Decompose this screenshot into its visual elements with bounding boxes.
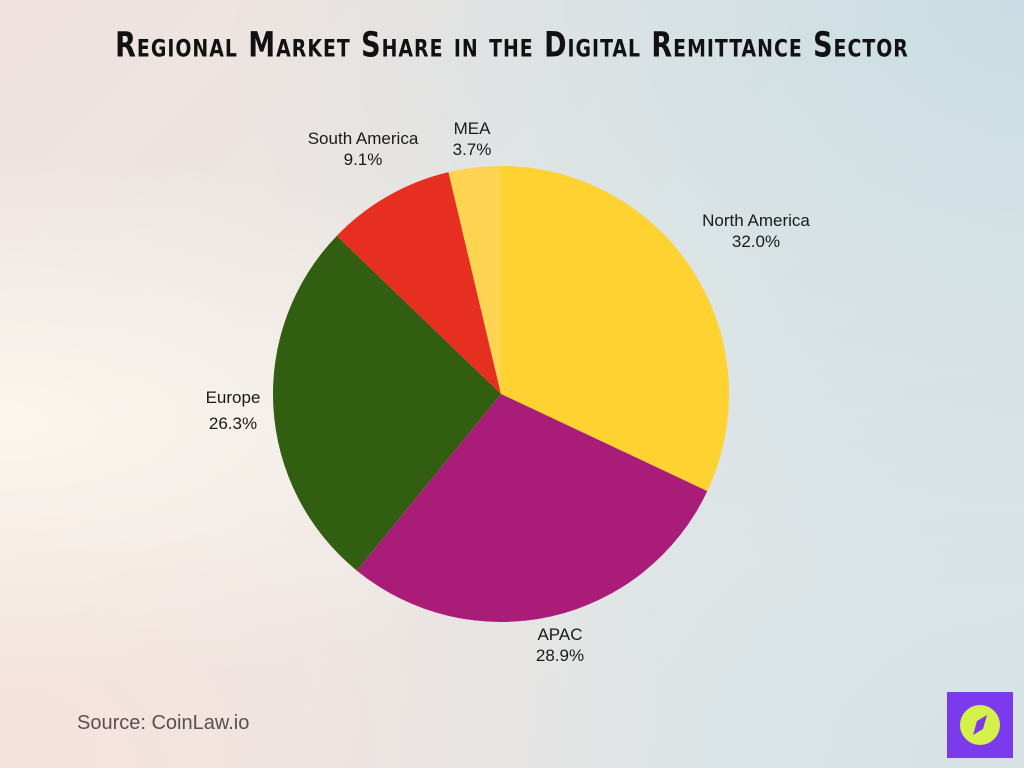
label-value: 28.9% [535,646,585,665]
pie-slice-apac [356,394,708,622]
label-name: Europe [205,388,261,407]
label-name: APAC [537,625,583,644]
label-name: MEA [453,119,491,138]
label-value: 32.0% [731,232,781,251]
label-north-america: North America 32.0% [680,210,832,252]
compass-icon [960,705,1000,745]
brand-logo [947,692,1013,758]
label-europe: Europe 26.3% [190,385,276,437]
label-value: 9.1% [343,150,383,169]
source-note: Source: CoinLaw.io [77,712,250,734]
label-south-america: South America 9.1% [292,128,434,170]
pie-slice-north-america [501,166,729,492]
pie-slice-south-america [336,172,501,394]
label-mea: MEA 3.7% [440,118,504,160]
label-apac: APAC 28.9% [515,624,605,666]
pie-slice-mea [448,166,501,394]
label-name: North America [702,211,810,230]
pie-slice-europe [273,235,501,571]
label-value: 3.7% [452,140,492,159]
label-name: South America [307,129,419,148]
chart-title: Regional Market Share in the Digital Rem… [115,25,909,66]
label-value: 26.3% [208,414,258,433]
